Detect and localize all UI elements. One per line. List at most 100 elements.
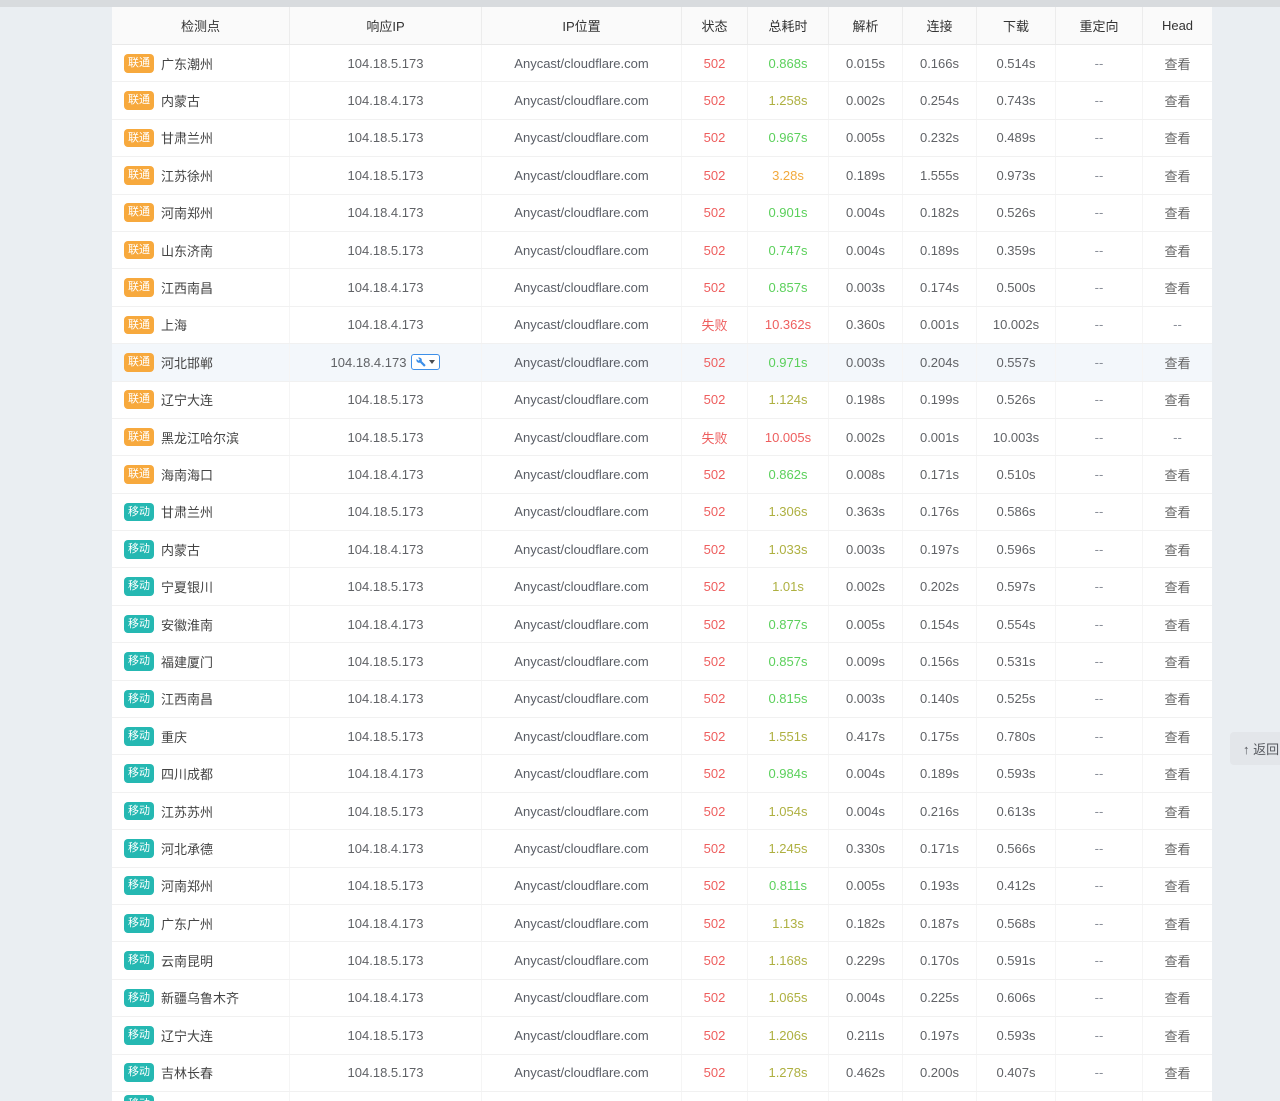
head-link[interactable]: 查看 (1164, 916, 1191, 932)
total-time: 0.815s (768, 691, 808, 707)
head-cell: 查看 (1143, 120, 1212, 156)
connect-time: 0.182s (919, 205, 960, 221)
ip-cell: 104.18.5.173 (290, 643, 482, 680)
redirect-value: -- (1094, 840, 1104, 856)
node-cell: 联通 河北邯郸 (112, 344, 290, 381)
head-link[interactable]: 查看 (1164, 617, 1191, 633)
total-time: 1.278s (768, 1065, 808, 1081)
carrier-badge: 移动 (124, 652, 154, 671)
head-link[interactable]: 查看 (1164, 281, 1191, 297)
redirect-value: -- (1094, 766, 1104, 782)
total-time-cell: 0.857s (748, 643, 829, 680)
download-time: 0.568s (996, 915, 1036, 931)
download-cell: 0.500s (977, 269, 1056, 306)
table-row: 联通 内蒙古 104.18.4.173 Anycast/cloudflare.c… (112, 82, 1212, 120)
head-link[interactable]: 查看 (1164, 1066, 1191, 1082)
ip-cell: 104.18.5.173 (290, 157, 482, 194)
download-time: 0.412s (996, 878, 1036, 894)
head-link[interactable]: 查看 (1164, 94, 1191, 110)
head-link[interactable]: 查看 (1164, 168, 1191, 184)
node-cell: 移动 福建厦门 (112, 643, 290, 680)
head-link[interactable]: 查看 (1164, 767, 1191, 783)
head-link[interactable]: 查看 (1164, 56, 1191, 72)
status-value: 502 (703, 205, 726, 221)
download-time: 0.526s (996, 392, 1036, 408)
download-time: 0.359s (996, 242, 1036, 258)
table-row: 移动 河北承德 104.18.4.173 Anycast/cloudflare.… (112, 830, 1212, 868)
dns-time: 0.003s (845, 691, 886, 707)
head-link[interactable]: 查看 (1164, 243, 1191, 259)
dns-cell: 0.002s (829, 568, 903, 605)
head-link[interactable]: 查看 (1164, 580, 1191, 596)
head-link[interactable]: 查看 (1164, 692, 1191, 708)
head-link[interactable]: 查看 (1164, 355, 1191, 371)
redirect-cell: -- (1056, 82, 1143, 119)
connect-cell: 0.232s (903, 119, 977, 157)
head-link[interactable]: 查看 (1164, 804, 1191, 820)
download-time: 0.489s (996, 130, 1036, 146)
head-link[interactable]: 查看 (1164, 954, 1191, 970)
head-link[interactable]: 查看 (1164, 991, 1191, 1007)
dns-time: 0.002s (845, 579, 886, 595)
head-cell: 查看 (1143, 1017, 1212, 1053)
redirect-value: -- (1094, 93, 1104, 109)
column-header-status: 状态 (682, 7, 748, 44)
dns-time: 0.417s (845, 728, 886, 744)
redirect-cell: -- (1056, 269, 1143, 306)
ip-value: 104.18.5.173 (347, 504, 424, 520)
head-link[interactable]: 查看 (1164, 841, 1191, 857)
head-link[interactable]: 查看 (1164, 879, 1191, 895)
node-cell: 移动 河北承德 (112, 830, 290, 867)
redirect-value: -- (1094, 205, 1104, 221)
dns-time: 0.005s (845, 616, 886, 632)
dns-cell: 0.229s (829, 942, 903, 979)
ip-tool-button[interactable] (411, 354, 441, 371)
connect-cell: 0.001s (903, 306, 977, 344)
redirect-cell: -- (1056, 194, 1143, 231)
redirect-value: -- (1094, 579, 1104, 595)
download-cell: 0.568s (977, 904, 1056, 942)
redirect-value: -- (1094, 728, 1104, 744)
download-cell (977, 1091, 1056, 1101)
location-cell: Anycast/cloudflare.com (482, 830, 682, 867)
status-value: 502 (703, 1027, 726, 1043)
table-row: 联通 山东济南 104.18.5.173 Anycast/cloudflare.… (112, 231, 1212, 270)
head-link[interactable]: 查看 (1164, 654, 1191, 670)
head-cell: 查看 (1143, 344, 1212, 380)
download-time: 10.003s (992, 429, 1040, 445)
status-cell: 502 (682, 119, 748, 157)
status-cell: 502 (682, 45, 748, 82)
ip-value: 104.18.5.173 (347, 728, 424, 744)
head-link[interactable]: 查看 (1164, 131, 1191, 147)
total-time-cell: 0.984s (748, 755, 829, 792)
head-link[interactable]: 查看 (1164, 467, 1191, 483)
status-value: 502 (703, 953, 726, 969)
head-link[interactable]: 查看 (1164, 542, 1191, 558)
status-cell: 失败 (682, 306, 748, 344)
redirect-value: -- (1094, 317, 1104, 333)
total-time-cell: 1.033s (748, 531, 829, 568)
ip-cell: 104.18.4.173 (290, 82, 482, 119)
ip-value: 104.18.5.173 (347, 392, 424, 408)
head-link[interactable]: 查看 (1164, 1028, 1191, 1044)
dns-cell: 0.462s (829, 1054, 903, 1091)
download-cell: 0.596s (977, 531, 1056, 568)
head-cell: 查看 (1143, 793, 1212, 829)
dns-time: 0.211s (846, 1027, 885, 1043)
table-row: 联通 江西南昌 104.18.4.173 Anycast/cloudflare.… (112, 269, 1212, 307)
download-cell: 0.597s (977, 568, 1056, 605)
head-link[interactable]: 查看 (1164, 206, 1191, 222)
download-time: 0.593s (996, 766, 1036, 782)
head-link[interactable]: 查看 (1164, 505, 1191, 521)
location-cell: Anycast/cloudflare.com (482, 381, 682, 418)
location-value: Anycast/cloudflare.com (514, 878, 649, 894)
table-row: 移动 内蒙古 104.18.4.173 Anycast/cloudflare.c… (112, 531, 1212, 569)
location-cell: Anycast/cloudflare.com (482, 755, 682, 792)
head-link[interactable]: 查看 (1164, 393, 1191, 409)
back-to-top-button[interactable]: ↑ 返回 (1230, 732, 1280, 765)
head-link[interactable]: 查看 (1164, 729, 1191, 745)
carrier-badge: 联通 (124, 353, 154, 372)
location-value: Anycast/cloudflare.com (514, 354, 649, 370)
ip-cell: 104.18.4.173 (290, 979, 482, 1017)
connect-time: 0.174s (919, 280, 960, 296)
